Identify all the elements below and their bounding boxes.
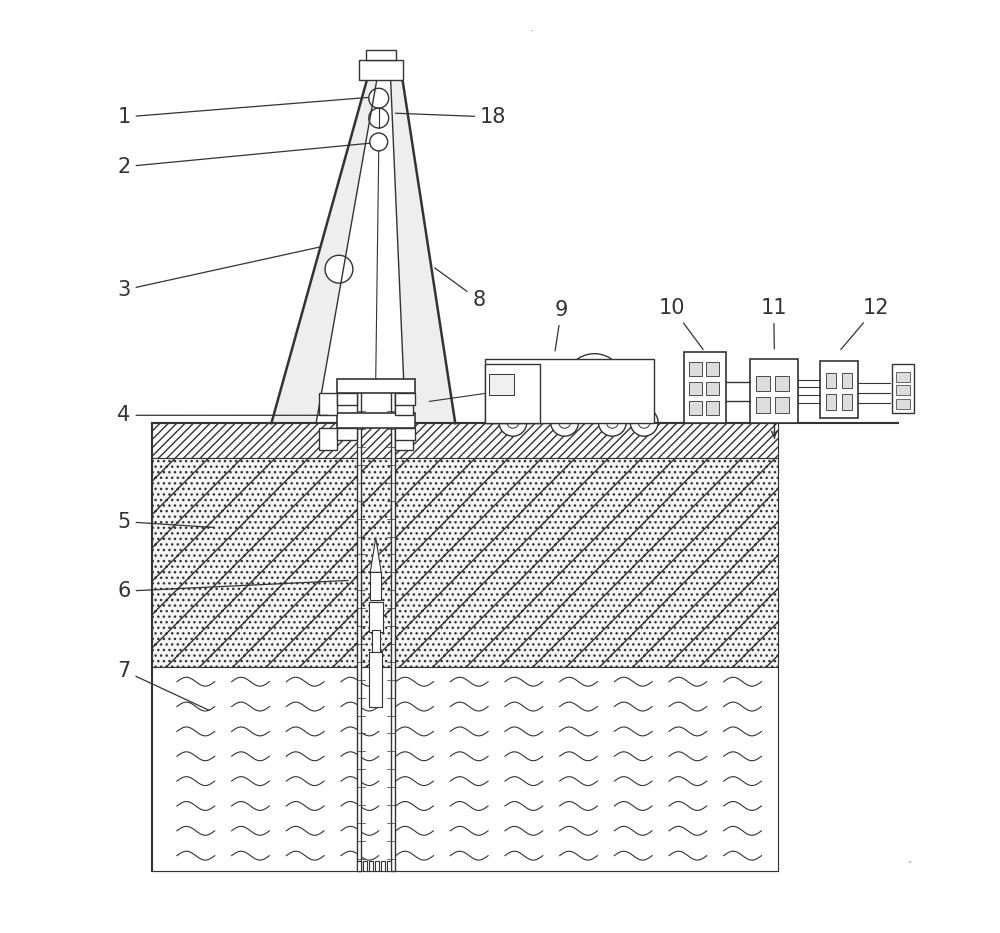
Bar xyxy=(689,401,702,415)
Bar xyxy=(359,61,403,80)
Bar xyxy=(395,394,413,415)
Bar xyxy=(842,395,852,411)
Bar xyxy=(372,630,380,652)
Circle shape xyxy=(369,108,389,128)
Text: 8: 8 xyxy=(435,268,485,310)
Bar xyxy=(369,602,383,632)
Polygon shape xyxy=(271,80,377,424)
Circle shape xyxy=(507,416,519,428)
Text: 3: 3 xyxy=(117,247,320,300)
Circle shape xyxy=(369,89,389,108)
Text: .: . xyxy=(908,852,912,866)
Polygon shape xyxy=(370,537,381,572)
Circle shape xyxy=(325,256,353,283)
Bar xyxy=(381,860,385,870)
Bar xyxy=(706,401,719,415)
Text: 10: 10 xyxy=(659,298,703,350)
Text: 11: 11 xyxy=(760,298,787,349)
Bar xyxy=(395,428,415,440)
Bar xyxy=(689,362,702,376)
Bar xyxy=(684,352,726,424)
Circle shape xyxy=(565,354,624,413)
Bar xyxy=(319,428,337,450)
Bar xyxy=(706,362,719,376)
Bar xyxy=(756,397,770,413)
Bar xyxy=(152,424,778,458)
Circle shape xyxy=(606,416,618,428)
Bar xyxy=(775,397,789,413)
Circle shape xyxy=(583,372,605,395)
Bar xyxy=(363,860,367,870)
Bar xyxy=(820,361,858,418)
Bar xyxy=(395,394,415,405)
Circle shape xyxy=(370,133,388,151)
Text: .: . xyxy=(530,21,534,34)
Bar xyxy=(152,667,778,870)
Bar xyxy=(896,371,910,382)
Text: 9: 9 xyxy=(555,299,568,351)
Bar xyxy=(826,372,836,388)
Text: 12: 12 xyxy=(841,298,889,350)
Bar xyxy=(896,385,910,396)
Bar xyxy=(826,395,836,411)
Circle shape xyxy=(559,416,571,428)
Bar xyxy=(489,373,514,396)
Bar xyxy=(896,399,910,410)
Bar xyxy=(485,358,654,424)
Bar xyxy=(337,413,415,428)
Bar xyxy=(387,860,391,870)
Bar xyxy=(395,428,413,450)
Text: 7: 7 xyxy=(117,661,209,710)
Bar xyxy=(337,428,357,440)
Bar xyxy=(152,458,778,667)
Bar xyxy=(775,376,789,392)
Bar xyxy=(706,382,719,396)
Bar xyxy=(366,50,396,61)
Bar xyxy=(357,388,361,870)
Bar xyxy=(756,376,770,392)
Text: 2: 2 xyxy=(117,143,370,176)
Bar xyxy=(375,860,379,870)
Polygon shape xyxy=(391,80,455,424)
Circle shape xyxy=(598,409,626,437)
Circle shape xyxy=(551,409,579,437)
Bar xyxy=(319,394,337,415)
Bar xyxy=(892,364,914,413)
Text: 18: 18 xyxy=(395,107,506,127)
Bar xyxy=(369,652,382,706)
Circle shape xyxy=(638,416,650,428)
Bar xyxy=(369,860,373,870)
Bar xyxy=(337,394,357,405)
Text: 6: 6 xyxy=(117,580,348,601)
Bar xyxy=(842,372,852,388)
Bar xyxy=(750,358,798,424)
Circle shape xyxy=(630,409,658,437)
Circle shape xyxy=(499,409,527,437)
Bar xyxy=(357,860,361,870)
Text: 5: 5 xyxy=(117,511,214,532)
Bar xyxy=(689,382,702,396)
Bar xyxy=(152,424,778,870)
Text: 4: 4 xyxy=(117,405,328,425)
Bar xyxy=(391,388,395,870)
Bar xyxy=(485,364,540,424)
Bar xyxy=(337,379,415,394)
Bar xyxy=(370,572,381,600)
Text: 1: 1 xyxy=(117,97,368,127)
